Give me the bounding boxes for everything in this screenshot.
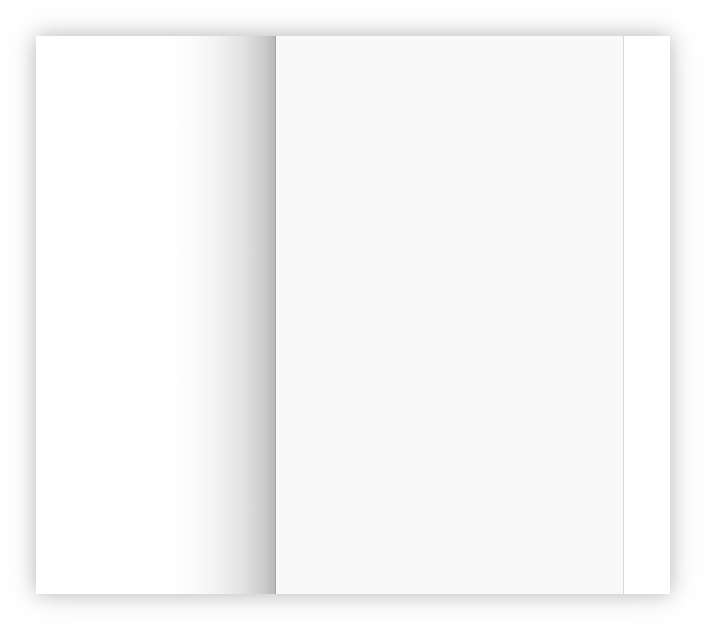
left-page-text — [36, 36, 37, 37]
page-edge-divider — [623, 36, 624, 594]
open-book — [36, 36, 670, 594]
back-cover-edge — [624, 36, 670, 594]
left-page[interactable] — [36, 36, 276, 594]
right-page-text — [276, 36, 277, 37]
right-page[interactable] — [276, 36, 623, 594]
book-gutter — [275, 36, 276, 594]
